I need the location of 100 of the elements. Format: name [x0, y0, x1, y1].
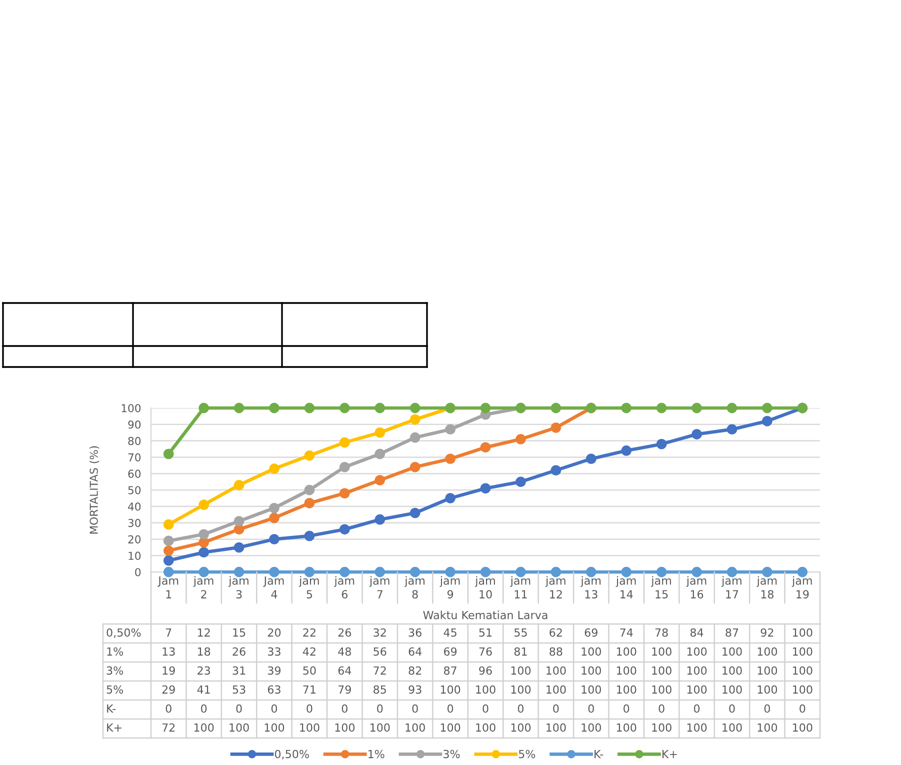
point [339, 462, 350, 472]
data-label: 100 [440, 723, 460, 732]
data-label: 39 [268, 666, 281, 675]
point [692, 429, 702, 440]
point [445, 424, 456, 435]
data-label: 15 [233, 628, 246, 637]
point [198, 500, 210, 510]
point [339, 488, 350, 498]
x-tick-label: jam 7 [369, 576, 390, 598]
data-label: 100 [194, 723, 214, 732]
data-label: 100 [370, 723, 390, 732]
point [516, 476, 526, 488]
data-label: 51 [479, 628, 492, 637]
text: 100 [793, 666, 812, 675]
point [586, 454, 596, 464]
point [410, 414, 420, 425]
text: 100 [616, 685, 636, 694]
x-tick-label: jam 9 [440, 576, 460, 598]
data-label: 78 [655, 628, 668, 637]
data-label: 64 [338, 666, 352, 675]
point [656, 438, 667, 450]
point [410, 432, 420, 443]
text: 100 [616, 666, 636, 675]
text: 100 [722, 666, 742, 675]
data-label: 0 [412, 704, 418, 713]
x-axis-title: Waktu Kematian Larva [423, 610, 548, 620]
text: 100 [582, 685, 601, 694]
point [163, 566, 174, 578]
x-tick-label: jam 16 [686, 576, 706, 598]
point [480, 402, 491, 414]
data-label: 0 [658, 704, 664, 713]
point [374, 474, 386, 486]
y-tick-label: 90 [128, 420, 141, 429]
y-tick-label: 50 [128, 486, 141, 494]
point [234, 480, 244, 490]
point [480, 483, 491, 494]
data-label: 62 [550, 628, 562, 637]
data-label: 26 [232, 647, 246, 656]
point [198, 529, 210, 540]
data-label: 79 [338, 685, 351, 694]
text: 100 [758, 666, 778, 675]
point [234, 516, 244, 526]
data-label: 18 [198, 647, 210, 656]
legend-label: K+ [662, 750, 677, 758]
data-label: 63 [268, 685, 280, 694]
point [304, 530, 315, 542]
data-label: 69 [584, 628, 598, 637]
data-label: 0 [271, 704, 278, 713]
text: 100 [582, 666, 601, 675]
text: 100 [476, 685, 496, 694]
x-tick-label: Jam 4 [263, 576, 284, 598]
y-tick-label: 60 [128, 470, 141, 478]
point [163, 448, 174, 460]
data-label: 100 [230, 723, 249, 732]
data-label: 72 [162, 723, 175, 732]
data-label: 0 [306, 704, 312, 713]
data-label: 100 [546, 723, 566, 732]
legend-label: 0,50% [274, 750, 309, 760]
point [234, 402, 244, 414]
x-tick-label: jam 8 [404, 576, 424, 598]
data-label: 64 [408, 647, 422, 656]
point [692, 402, 702, 414]
x-tick-label: jam 3 [228, 576, 248, 598]
x-tick-label: jam 10 [474, 576, 495, 598]
point [516, 434, 526, 444]
point [374, 514, 386, 525]
data-label: 0 [624, 704, 630, 713]
data-label: 85 [374, 685, 386, 694]
data-label: 100 [335, 723, 355, 732]
data-label: 71 [303, 685, 316, 694]
data-label: 56 [374, 647, 386, 656]
data-label: 0 [729, 704, 735, 713]
point [198, 537, 210, 548]
x-tick-label: jam 17 [721, 576, 742, 598]
text: 100 [687, 666, 707, 675]
point [269, 463, 280, 474]
point [621, 445, 632, 456]
data-label: 50 [303, 666, 316, 675]
point [656, 402, 667, 414]
x-tick-label: jam 18 [756, 576, 777, 598]
y-tick-label: 80 [128, 436, 141, 446]
data-label: 13 [162, 647, 175, 656]
point [445, 454, 456, 464]
data-label: 23 [198, 666, 210, 675]
point [163, 555, 174, 566]
point [480, 442, 491, 453]
data-label: 32 [374, 628, 386, 637]
x-tick-label: jam 14 [616, 576, 636, 598]
data-label: 53 [232, 685, 246, 694]
text: 100 [687, 685, 707, 694]
point [410, 462, 420, 472]
point [269, 512, 280, 524]
y-tick-label: 20 [128, 535, 141, 544]
text: 100 [652, 647, 672, 656]
text: 100 [722, 647, 742, 656]
data-label: 0 [800, 704, 806, 713]
text: 0,50% [106, 628, 141, 638]
point [269, 566, 280, 578]
data-label: 76 [479, 647, 492, 656]
data-label: 12 [198, 628, 210, 637]
